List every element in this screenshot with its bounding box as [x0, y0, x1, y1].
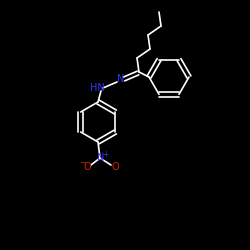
Text: +: +: [102, 150, 109, 159]
Text: O: O: [83, 162, 91, 172]
Text: HN: HN: [90, 83, 104, 93]
Text: O: O: [111, 162, 119, 172]
Text: N: N: [97, 153, 105, 163]
Text: N: N: [117, 74, 125, 84]
Text: −: −: [79, 158, 86, 168]
